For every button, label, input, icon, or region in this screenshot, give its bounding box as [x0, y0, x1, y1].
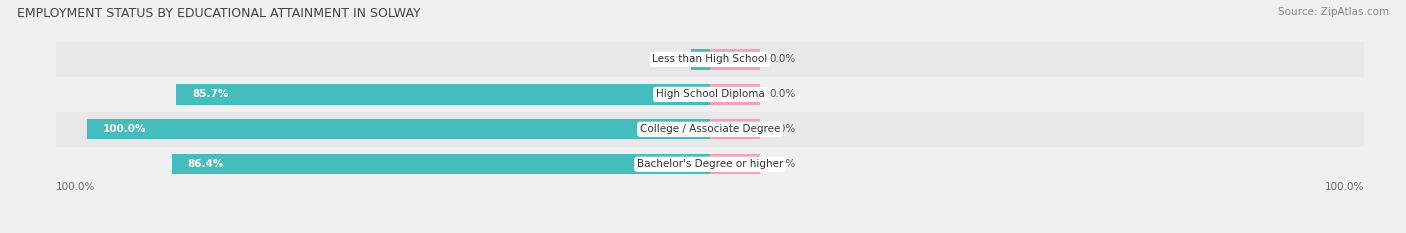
Bar: [56, 77, 1364, 112]
Text: 86.4%: 86.4%: [187, 159, 224, 169]
Bar: [56, 147, 1364, 182]
Text: High School Diploma: High School Diploma: [655, 89, 765, 99]
Bar: [172, 154, 710, 174]
Bar: [710, 49, 759, 69]
Bar: [710, 84, 759, 105]
Text: Source: ZipAtlas.com: Source: ZipAtlas.com: [1278, 7, 1389, 17]
Text: EMPLOYMENT STATUS BY EDUCATIONAL ATTAINMENT IN SOLWAY: EMPLOYMENT STATUS BY EDUCATIONAL ATTAINM…: [17, 7, 420, 20]
Bar: [710, 154, 759, 174]
Text: 100.0%: 100.0%: [103, 124, 146, 134]
Text: Less than High School: Less than High School: [652, 55, 768, 64]
Bar: [176, 84, 710, 105]
Bar: [710, 119, 759, 139]
Text: Bachelor's Degree or higher: Bachelor's Degree or higher: [637, 159, 783, 169]
Bar: [56, 42, 1364, 77]
Text: 0.0%: 0.0%: [769, 89, 796, 99]
Bar: [87, 119, 710, 139]
Text: 85.7%: 85.7%: [193, 89, 228, 99]
Bar: [692, 49, 710, 69]
Text: 100.0%: 100.0%: [56, 182, 96, 192]
Text: 0.0%: 0.0%: [769, 55, 796, 64]
Text: 0.0%: 0.0%: [769, 159, 796, 169]
Text: 0.0%: 0.0%: [769, 124, 796, 134]
Bar: [56, 112, 1364, 147]
Text: 0.0%: 0.0%: [659, 55, 685, 64]
Text: 100.0%: 100.0%: [1324, 182, 1364, 192]
Text: College / Associate Degree: College / Associate Degree: [640, 124, 780, 134]
